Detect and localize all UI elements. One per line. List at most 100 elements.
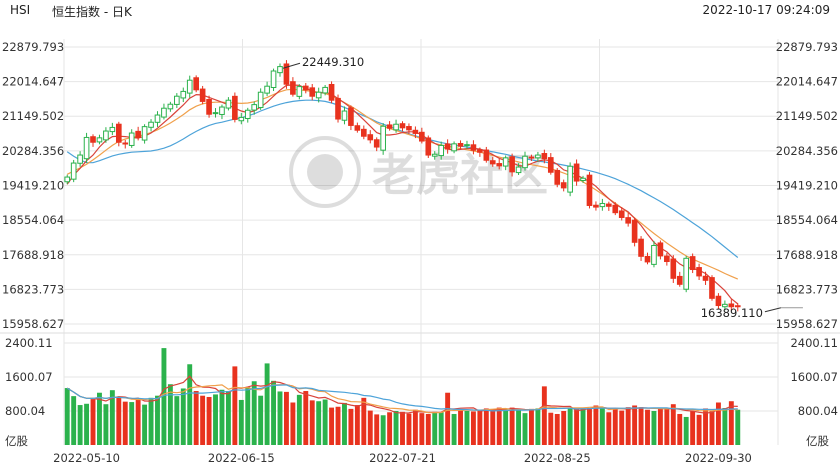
candle-body xyxy=(348,107,354,126)
candle-body xyxy=(296,86,303,97)
candle xyxy=(251,101,258,115)
candle xyxy=(509,153,515,177)
candle-body xyxy=(425,137,432,156)
volume-bar xyxy=(541,386,547,445)
candle xyxy=(135,126,141,141)
candle xyxy=(83,132,90,163)
candle-body xyxy=(631,219,638,243)
volume-bar xyxy=(225,391,231,445)
candle xyxy=(457,140,464,150)
candle xyxy=(341,106,348,125)
candle xyxy=(728,299,735,311)
candle xyxy=(696,263,702,281)
volume-bar xyxy=(728,401,734,445)
candle-body xyxy=(328,83,335,101)
candle-body xyxy=(212,112,219,115)
candle xyxy=(734,303,741,312)
volume-bar xyxy=(155,395,160,445)
volume-bar xyxy=(548,412,554,445)
candle-body xyxy=(586,174,593,206)
volume-bar xyxy=(200,395,206,445)
candle-body xyxy=(180,90,187,99)
candle xyxy=(496,158,503,170)
candle xyxy=(502,155,509,171)
volume-bar xyxy=(664,408,670,445)
candle xyxy=(560,179,567,192)
candle-body xyxy=(419,131,425,142)
candle xyxy=(593,201,599,211)
candle xyxy=(419,127,425,144)
volume-bar xyxy=(606,412,612,445)
volume-bar xyxy=(271,380,276,445)
candle-body xyxy=(354,125,361,131)
volume-bar xyxy=(458,410,463,445)
candle-body xyxy=(625,217,631,224)
candle-body xyxy=(464,144,470,147)
candle xyxy=(528,154,535,161)
period-label: 日K xyxy=(112,5,132,19)
volume-bar xyxy=(283,391,289,445)
watermark-logo-icon xyxy=(289,136,361,208)
candle-body xyxy=(109,126,116,133)
candle-body xyxy=(225,99,232,109)
candle xyxy=(115,121,122,147)
volume-tick-label-left: 2400.11 xyxy=(5,336,53,350)
volume-bar xyxy=(593,405,599,445)
volume-bar xyxy=(406,413,412,445)
volume-bar xyxy=(258,395,264,445)
price-tick-label-right: 17688.918 xyxy=(776,248,838,262)
volume-bar xyxy=(109,390,115,445)
candle-body xyxy=(734,305,741,308)
candle-body xyxy=(560,182,567,189)
high-annotation-leader xyxy=(282,62,301,69)
candle-body xyxy=(193,77,199,91)
volume-bar xyxy=(657,408,663,445)
volume-bar xyxy=(645,409,650,445)
low-annotation-leader xyxy=(764,307,782,313)
candle xyxy=(309,84,316,101)
candle-body xyxy=(367,134,374,141)
volume-bar xyxy=(496,407,502,445)
candle-body xyxy=(283,63,290,85)
candle xyxy=(109,122,116,136)
candle-body xyxy=(657,242,664,257)
candle xyxy=(335,94,341,123)
candle xyxy=(270,68,277,92)
candle-body xyxy=(593,204,599,208)
volume-bar xyxy=(632,405,638,445)
candle-body xyxy=(496,163,503,167)
volume-bar xyxy=(180,388,186,445)
volume-bars xyxy=(64,348,741,445)
candle xyxy=(348,105,354,131)
candle xyxy=(470,140,477,155)
x-tick-label: 2022-07-21 xyxy=(369,451,436,465)
volume-bar xyxy=(464,411,470,445)
volume-bar xyxy=(522,413,528,445)
volume-bar xyxy=(329,407,335,445)
volume-unit-label-right: 亿股 xyxy=(806,434,829,448)
candle-body xyxy=(522,155,528,169)
volume-tick-label-left: 800.04 xyxy=(5,404,45,418)
candle xyxy=(438,141,445,160)
x-tick-label: 2022-09-30 xyxy=(685,451,752,465)
volume-bar xyxy=(309,400,315,445)
candle-body xyxy=(528,156,535,159)
candle xyxy=(702,271,709,285)
candle-body xyxy=(270,70,277,88)
volume-bar xyxy=(470,411,476,445)
volume-bar xyxy=(206,396,212,445)
volume-bar xyxy=(561,411,567,445)
candle xyxy=(586,172,593,209)
volume-bar xyxy=(232,366,238,445)
candle xyxy=(444,139,451,154)
volume-tick-label-right: 2400.11 xyxy=(790,336,838,350)
candle-body xyxy=(386,124,393,129)
candle-body xyxy=(573,163,580,182)
candle xyxy=(264,81,270,97)
watermark-logo-core-icon xyxy=(307,154,343,190)
price-tick-label-left: 17688.918 xyxy=(2,248,64,262)
candle xyxy=(651,240,657,268)
candle-body xyxy=(309,87,316,97)
candles xyxy=(64,60,741,312)
